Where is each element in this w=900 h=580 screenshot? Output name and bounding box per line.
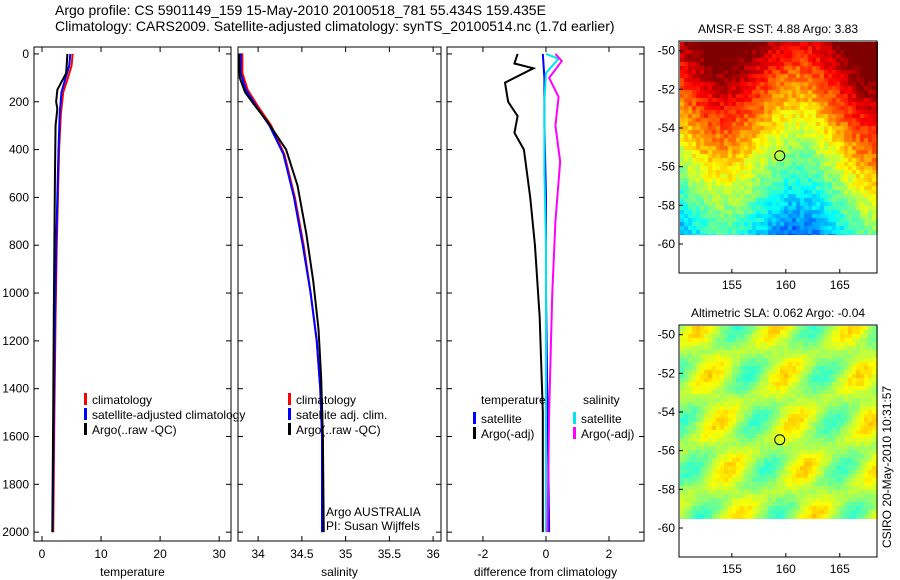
x-tick-label: 165: [830, 562, 850, 576]
legend-label: Argo(-adj): [581, 427, 634, 441]
series-line-salinity-satellite: [543, 52, 561, 533]
legend-swatch: [84, 408, 87, 420]
legend-swatch: [473, 427, 476, 439]
title-line-1: Argo profile: CS 5901149_159 15-May-2010…: [55, 2, 546, 18]
y-tick-label: 1000: [2, 286, 29, 300]
map-frame: [678, 40, 878, 274]
map-title: AMSR-E SST: 4.88 Argo: 3.83: [698, 22, 858, 36]
x-tick-label: 160: [776, 562, 796, 576]
y-tick-label: -54: [658, 121, 676, 135]
legend-swatch: [84, 393, 87, 405]
map-frame: [678, 324, 878, 558]
legend-label: climatology: [296, 393, 356, 407]
series-line-salinity-argo-adj-: [546, 53, 564, 533]
x-tick-label: 35.5: [378, 547, 402, 561]
x-tick-label: 34: [251, 547, 265, 561]
legend-label: satellite adj. clim.: [296, 408, 387, 422]
y-tick-label: 200: [9, 95, 29, 109]
y-tick-label: -50: [658, 328, 676, 342]
annotation: PI: Susan Wijffels: [326, 519, 420, 533]
y-tick-label: 800: [9, 238, 29, 252]
legend-label: climatology: [92, 393, 152, 407]
series-line-temperature-satellite: [541, 53, 551, 533]
y-tick-label: -56: [658, 160, 676, 174]
legend-swatch: [288, 393, 291, 405]
y-tick-label: -60: [658, 521, 676, 535]
y-tick-label: -56: [658, 444, 676, 458]
y-tick-label: 1600: [2, 430, 29, 444]
x-tick-label: 36: [426, 547, 440, 561]
x-tick-label: 20: [153, 547, 167, 561]
y-tick-label: 2000: [2, 525, 29, 539]
series-line-satellite-adj-clim-: [239, 53, 323, 533]
y-tick-label: -54: [658, 405, 676, 419]
profile-location-marker: [774, 150, 786, 162]
x-tick-label: 35: [339, 547, 353, 561]
x-tick-label: 10: [94, 547, 108, 561]
y-tick-label: 600: [9, 190, 29, 204]
legend-swatch: [573, 412, 576, 424]
series-line-argo-raw-qc-: [51, 53, 69, 533]
y-tick-label: 0: [22, 47, 29, 61]
legend-swatch: [288, 408, 291, 420]
y-tick-label: -58: [658, 482, 676, 496]
annotation: Argo AUSTRALIA: [326, 505, 421, 519]
series-line-temperature-argo-adj-: [503, 53, 544, 533]
y-tick-label: 400: [9, 143, 29, 157]
x-tick-label: -2: [478, 547, 489, 561]
legend-swatch: [288, 423, 291, 435]
x-axis-label: difference from climatology: [474, 565, 617, 579]
series-line-argo-raw-qc-: [237, 53, 325, 533]
legend-label: Argo(..raw -QC): [296, 423, 381, 437]
legend-label: Argo(..raw -QC): [92, 423, 177, 437]
x-tick-label: 2: [606, 547, 613, 561]
legend-swatch: [573, 427, 576, 439]
x-tick-label: 0: [39, 547, 46, 561]
legend-title: salinity: [583, 393, 620, 407]
legend-title: temperature: [481, 393, 546, 407]
x-tick-label: 155: [722, 278, 742, 292]
x-axis-label: temperature: [100, 565, 165, 579]
legend-label: satellite: [581, 412, 622, 426]
y-tick-label: -52: [658, 82, 676, 96]
legend-label: satellite: [481, 412, 522, 426]
y-tick-label: 1800: [2, 477, 29, 491]
x-tick-label: 30: [213, 547, 227, 561]
y-tick-label: 1200: [2, 334, 29, 348]
x-axis-label: salinity: [321, 565, 358, 579]
map-title: Altimetric SLA: 0.062 Argo: -0.04: [691, 306, 865, 320]
x-tick-label: 34.5: [290, 547, 314, 561]
legend-label: Argo(-adj): [481, 427, 534, 441]
y-tick-label: -60: [658, 237, 676, 251]
profile-location-marker: [774, 434, 786, 446]
sst-map-image: [680, 42, 878, 235]
title-line-2: Climatology: CARS2009. Satellite-adjuste…: [55, 18, 615, 34]
y-tick-label: -50: [658, 44, 676, 58]
legend-swatch: [84, 423, 87, 435]
sla-map-image: [680, 326, 878, 519]
axes-frame-1: [237, 46, 442, 542]
y-tick-label: -58: [658, 198, 676, 212]
axes-frame-0: [33, 46, 232, 542]
x-tick-label: 165: [830, 278, 850, 292]
x-tick-label: 160: [776, 278, 796, 292]
x-tick-label: 155: [722, 562, 742, 576]
legend-swatch: [473, 412, 476, 424]
x-tick-label: 0: [543, 547, 550, 561]
y-tick-label: -52: [658, 366, 676, 380]
y-tick-label: 1400: [2, 382, 29, 396]
credit-label: CSIRO 20-May-2010 10:31:57: [880, 385, 894, 548]
legend-label: satellite-adjusted climatology: [92, 408, 245, 422]
